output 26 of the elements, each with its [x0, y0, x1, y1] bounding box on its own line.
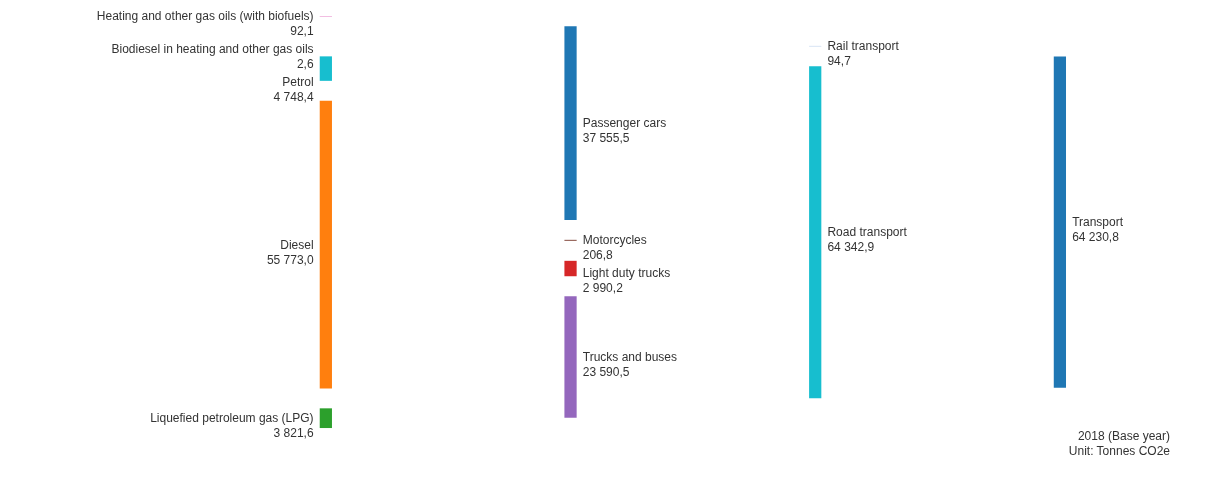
- category-label: Diesel: [280, 237, 314, 252]
- category-label: Passenger cars: [582, 116, 667, 131]
- text: Unit: Tonnes CO2e: [1068, 443, 1171, 458]
- data-label: 2 990,2: [582, 281, 624, 296]
- category-label: Light duty trucks: [582, 266, 671, 281]
- category-label: Transport: [1072, 215, 1124, 230]
- data-label: 2,6: [296, 57, 314, 72]
- data-label: 64 342,9: [827, 240, 875, 255]
- category-label: Trucks and buses: [582, 350, 678, 364]
- data-label: 37 555,5: [582, 131, 630, 146]
- text: 2018 (Base year): [1077, 429, 1170, 444]
- category-label: Rail transport: [827, 39, 900, 54]
- category-label: Heating and other gas oils (with biofuels): [96, 9, 314, 24]
- category-label: Biodiesel in heating and other gas oils: [111, 42, 314, 57]
- category-label: Road transport: [827, 225, 908, 240]
- data-label: 55 773,0: [266, 252, 314, 267]
- category-label: Motorcycles: [582, 233, 647, 248]
- category-label: Liquefied petroleum gas (LPG): [150, 411, 314, 426]
- data-label: 94,7: [827, 54, 852, 69]
- data-label: 23 590,5: [582, 365, 630, 379]
- data-label: 64 230,8: [1072, 230, 1120, 245]
- category-label: Petrol: [282, 75, 314, 90]
- data-label: 206,8: [582, 248, 614, 263]
- data-label: 4 748,4: [273, 90, 314, 105]
- data-label: 3 821,6: [273, 426, 314, 441]
- data-label: 92,1: [290, 24, 314, 39]
